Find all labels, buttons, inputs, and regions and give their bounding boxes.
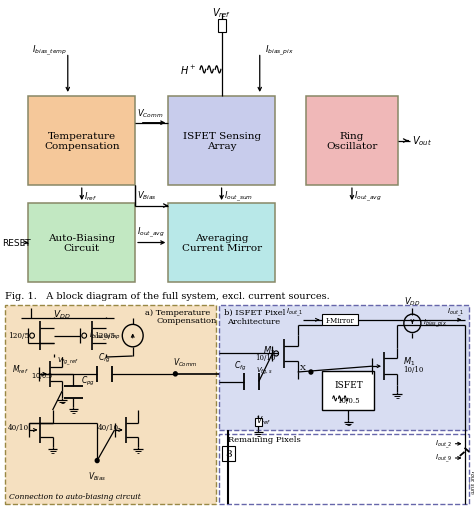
FancyBboxPatch shape (306, 97, 398, 186)
Text: Fig. 1.   A block diagram of the full system, excl. current sources.: Fig. 1. A block diagram of the full syst… (5, 291, 329, 300)
Text: Auto-Biasing
Circuit: Auto-Biasing Circuit (48, 233, 115, 253)
Bar (218, 20, 226, 33)
Text: $C_{fg}$: $C_{fg}$ (98, 351, 110, 364)
Text: b) ISFET Pixel: b) ISFET Pixel (224, 308, 285, 317)
FancyBboxPatch shape (28, 204, 135, 282)
Text: $V_{DD}$: $V_{DD}$ (53, 307, 71, 320)
Text: 8: 8 (225, 449, 232, 458)
Text: 40/10: 40/10 (8, 423, 29, 432)
Text: Remaining Pixels: Remaining Pixels (228, 435, 300, 443)
Text: $I_{out\_2}$: $I_{out\_2}$ (436, 438, 453, 450)
Text: $C_{fg}$: $C_{fg}$ (234, 359, 246, 373)
Text: $I_{bias\_pix}$: $I_{bias\_pix}$ (423, 318, 447, 330)
Text: $V_{Comm}$: $V_{Comm}$ (137, 107, 164, 120)
Text: $I_{bias\_temp}$: $I_{bias\_temp}$ (32, 44, 68, 58)
Text: Averaging
Current Mirror: Averaging Current Mirror (182, 233, 262, 253)
Text: $M_{ref}$: $M_{ref}$ (12, 363, 28, 375)
Text: $I_{out\_avg}$: $I_{out\_avg}$ (137, 225, 164, 240)
Text: Compensation: Compensation (156, 317, 217, 325)
Text: ISFET Sensing
Array: ISFET Sensing Array (182, 131, 261, 151)
Text: Temperature
Compensation: Temperature Compensation (44, 131, 119, 151)
FancyBboxPatch shape (168, 97, 275, 186)
Text: ISFET: ISFET (334, 380, 363, 389)
Circle shape (173, 372, 177, 376)
Text: $I_{out\_sum}$: $I_{out\_sum}$ (465, 469, 474, 493)
FancyBboxPatch shape (5, 305, 216, 504)
FancyBboxPatch shape (168, 204, 275, 282)
Text: $10/0.5$: $10/0.5$ (31, 370, 54, 380)
Text: $V_{ref}$: $V_{ref}$ (256, 414, 271, 426)
Text: 120/5: 120/5 (94, 331, 115, 339)
Text: $I_{out\_1}$: $I_{out\_1}$ (447, 306, 465, 319)
Text: 10/0.5: 10/0.5 (337, 396, 360, 404)
Text: $V_{fg\_ref}$: $V_{fg\_ref}$ (57, 355, 78, 367)
Text: $I_{out\_9}$: $I_{out\_9}$ (436, 452, 453, 464)
Text: $I_{out\_1}$: $I_{out\_1}$ (286, 306, 303, 319)
Text: RESET: RESET (2, 239, 31, 247)
Text: $C_{pg}$: $C_{pg}$ (81, 374, 94, 387)
Text: $V_{out}$: $V_{out}$ (412, 134, 432, 148)
Text: I-Mirror: I-Mirror (326, 316, 354, 324)
Text: $V_{ref}$: $V_{ref}$ (212, 6, 231, 20)
Text: $M_2$: $M_2$ (264, 344, 276, 356)
FancyBboxPatch shape (222, 446, 235, 461)
Text: $I_{bias\_temp}$: $I_{bias\_temp}$ (89, 328, 121, 342)
Text: a) Temperature: a) Temperature (145, 308, 210, 317)
Text: $V_{DD}$: $V_{DD}$ (404, 295, 420, 307)
Text: $I_{ref}$: $I_{ref}$ (84, 190, 98, 202)
Text: $I_{out\_sum}$: $I_{out\_sum}$ (224, 189, 253, 203)
Text: Architecture: Architecture (228, 318, 281, 326)
FancyBboxPatch shape (219, 434, 469, 504)
Circle shape (309, 370, 313, 374)
FancyBboxPatch shape (28, 97, 135, 186)
Text: X: X (301, 363, 306, 372)
Text: $M_1$: $M_1$ (403, 355, 415, 367)
FancyBboxPatch shape (219, 305, 469, 430)
Bar (255, 418, 262, 426)
Text: $V_{fg,s}$: $V_{fg,s}$ (256, 365, 273, 377)
Text: Ring
Oscillator: Ring Oscillator (326, 131, 378, 151)
Text: 40/10: 40/10 (97, 423, 118, 432)
Text: $V_{Bias}$: $V_{Bias}$ (137, 189, 157, 202)
Text: 10/10: 10/10 (403, 365, 423, 374)
Text: $H^+$: $H^+$ (181, 64, 197, 77)
Text: $V_{Bias}$: $V_{Bias}$ (88, 470, 106, 483)
Text: $I_{bias\_pix}$: $I_{bias\_pix}$ (265, 44, 294, 58)
Circle shape (95, 459, 99, 463)
Text: Connection to auto-biasing circuit: Connection to auto-biasing circuit (9, 492, 140, 500)
Text: $V_{Comm}$: $V_{Comm}$ (173, 355, 197, 368)
Text: $I_{out\_avg}$: $I_{out\_avg}$ (354, 189, 382, 203)
FancyBboxPatch shape (322, 315, 358, 326)
Text: 10/10: 10/10 (255, 353, 276, 361)
FancyBboxPatch shape (322, 372, 374, 410)
Text: 120/5: 120/5 (8, 331, 29, 339)
